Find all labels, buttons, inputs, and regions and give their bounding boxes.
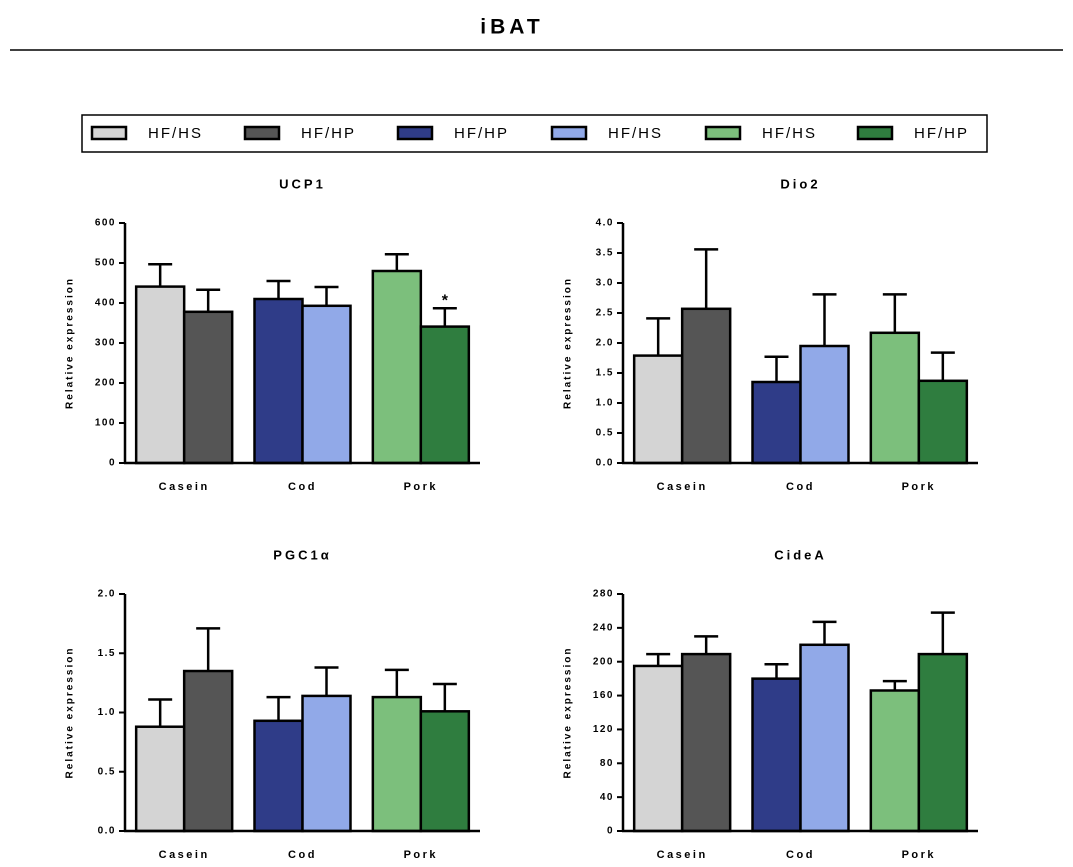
- bar: [799, 344, 850, 465]
- bar: [253, 297, 304, 465]
- bar: [419, 325, 471, 465]
- y-tick-label: 200: [593, 656, 614, 667]
- bar: [632, 664, 684, 833]
- bar: [301, 694, 352, 833]
- legend-label: HF/HP: [454, 125, 509, 142]
- legend-swatch: [90, 125, 128, 141]
- y-tick-label: 0: [607, 826, 614, 837]
- y-tick-label: 1.5: [596, 368, 614, 379]
- bar: [799, 643, 850, 833]
- bar: [371, 269, 423, 465]
- x-tick-label: Cod: [288, 849, 317, 861]
- bar: [182, 669, 234, 833]
- bar: [134, 285, 186, 465]
- y-tick-label: 100: [95, 418, 116, 429]
- legend-label: HF/HP: [301, 125, 356, 142]
- y-tick-label: 4.0: [596, 218, 614, 229]
- y-tick-label: 80: [600, 758, 614, 769]
- y-tick-label: 1.0: [596, 398, 614, 409]
- y-tick-label: 3.0: [596, 278, 614, 289]
- bar: [751, 677, 802, 833]
- chart-title: UCP1: [279, 176, 326, 191]
- legend-label: HF/HS: [762, 125, 817, 142]
- x-tick-label: Casein: [159, 849, 210, 861]
- x-tick-label: Pork: [902, 849, 936, 861]
- x-tick-label: Casein: [159, 481, 210, 493]
- bar: [680, 307, 732, 465]
- bar: [869, 689, 921, 833]
- significance-marker: *: [442, 292, 449, 309]
- y-tick-label: 3.5: [596, 248, 614, 259]
- chart-title: PGC1α: [273, 547, 331, 562]
- bar: [917, 379, 969, 465]
- legend-label: HF/HP: [914, 125, 969, 142]
- chart-title: Dio2: [780, 176, 820, 191]
- legend-swatch: [243, 125, 281, 141]
- y-tick-label: 2.0: [98, 589, 116, 600]
- y-tick-label: 0.0: [596, 458, 614, 469]
- legend-swatch: [550, 125, 588, 141]
- y-tick-label: 2.5: [596, 308, 614, 319]
- y-tick-label: 0.5: [98, 766, 116, 777]
- bar: [253, 719, 304, 833]
- y-tick-label: 2.0: [596, 338, 614, 349]
- y-tick-label: 120: [593, 724, 614, 735]
- bar: [917, 652, 969, 833]
- x-tick-label: Casein: [657, 481, 708, 493]
- figure-title: iBAT: [480, 16, 543, 39]
- legend-swatch: [396, 125, 434, 141]
- y-tick-label: 160: [593, 690, 614, 701]
- y-tick-label: 40: [600, 792, 614, 803]
- x-tick-label: Cod: [288, 481, 317, 493]
- bar: [751, 380, 802, 465]
- bar: [182, 310, 234, 465]
- x-tick-label: Casein: [657, 849, 708, 861]
- y-tick-label: 240: [593, 622, 614, 633]
- y-axis-label: Relative expression: [563, 277, 574, 409]
- y-tick-label: 600: [95, 218, 116, 229]
- bar: [632, 354, 684, 465]
- y-axis-label: Relative expression: [563, 647, 574, 779]
- y-tick-label: 500: [95, 258, 116, 269]
- y-tick-label: 0: [109, 458, 116, 469]
- y-tick-label: 0.5: [596, 428, 614, 439]
- legend-box: [81, 114, 988, 153]
- bar: [680, 652, 732, 833]
- y-tick-label: 0.0: [98, 826, 116, 837]
- x-tick-label: Pork: [404, 481, 438, 493]
- bar: [371, 695, 423, 833]
- chart-title: CideA: [774, 547, 827, 562]
- x-tick-label: Pork: [404, 849, 438, 861]
- y-axis-label: Relative expression: [65, 647, 76, 779]
- x-tick-label: Pork: [902, 481, 936, 493]
- y-tick-label: 280: [593, 589, 614, 600]
- bar: [134, 725, 186, 833]
- y-tick-label: 1.5: [98, 648, 116, 659]
- x-tick-label: Cod: [786, 849, 815, 861]
- y-axis-label: Relative expression: [65, 277, 76, 409]
- x-tick-label: Cod: [786, 481, 815, 493]
- bar: [419, 710, 471, 833]
- legend-swatch: [856, 125, 894, 141]
- y-tick-label: 300: [95, 338, 116, 349]
- bar: [301, 304, 352, 465]
- legend-label: HF/HS: [148, 125, 203, 142]
- y-tick-label: 1.0: [98, 707, 116, 718]
- y-tick-label: 200: [95, 378, 116, 389]
- legend-swatch: [704, 125, 742, 141]
- legend-label: HF/HS: [608, 125, 663, 142]
- y-tick-label: 400: [95, 298, 116, 309]
- bar: [869, 331, 921, 465]
